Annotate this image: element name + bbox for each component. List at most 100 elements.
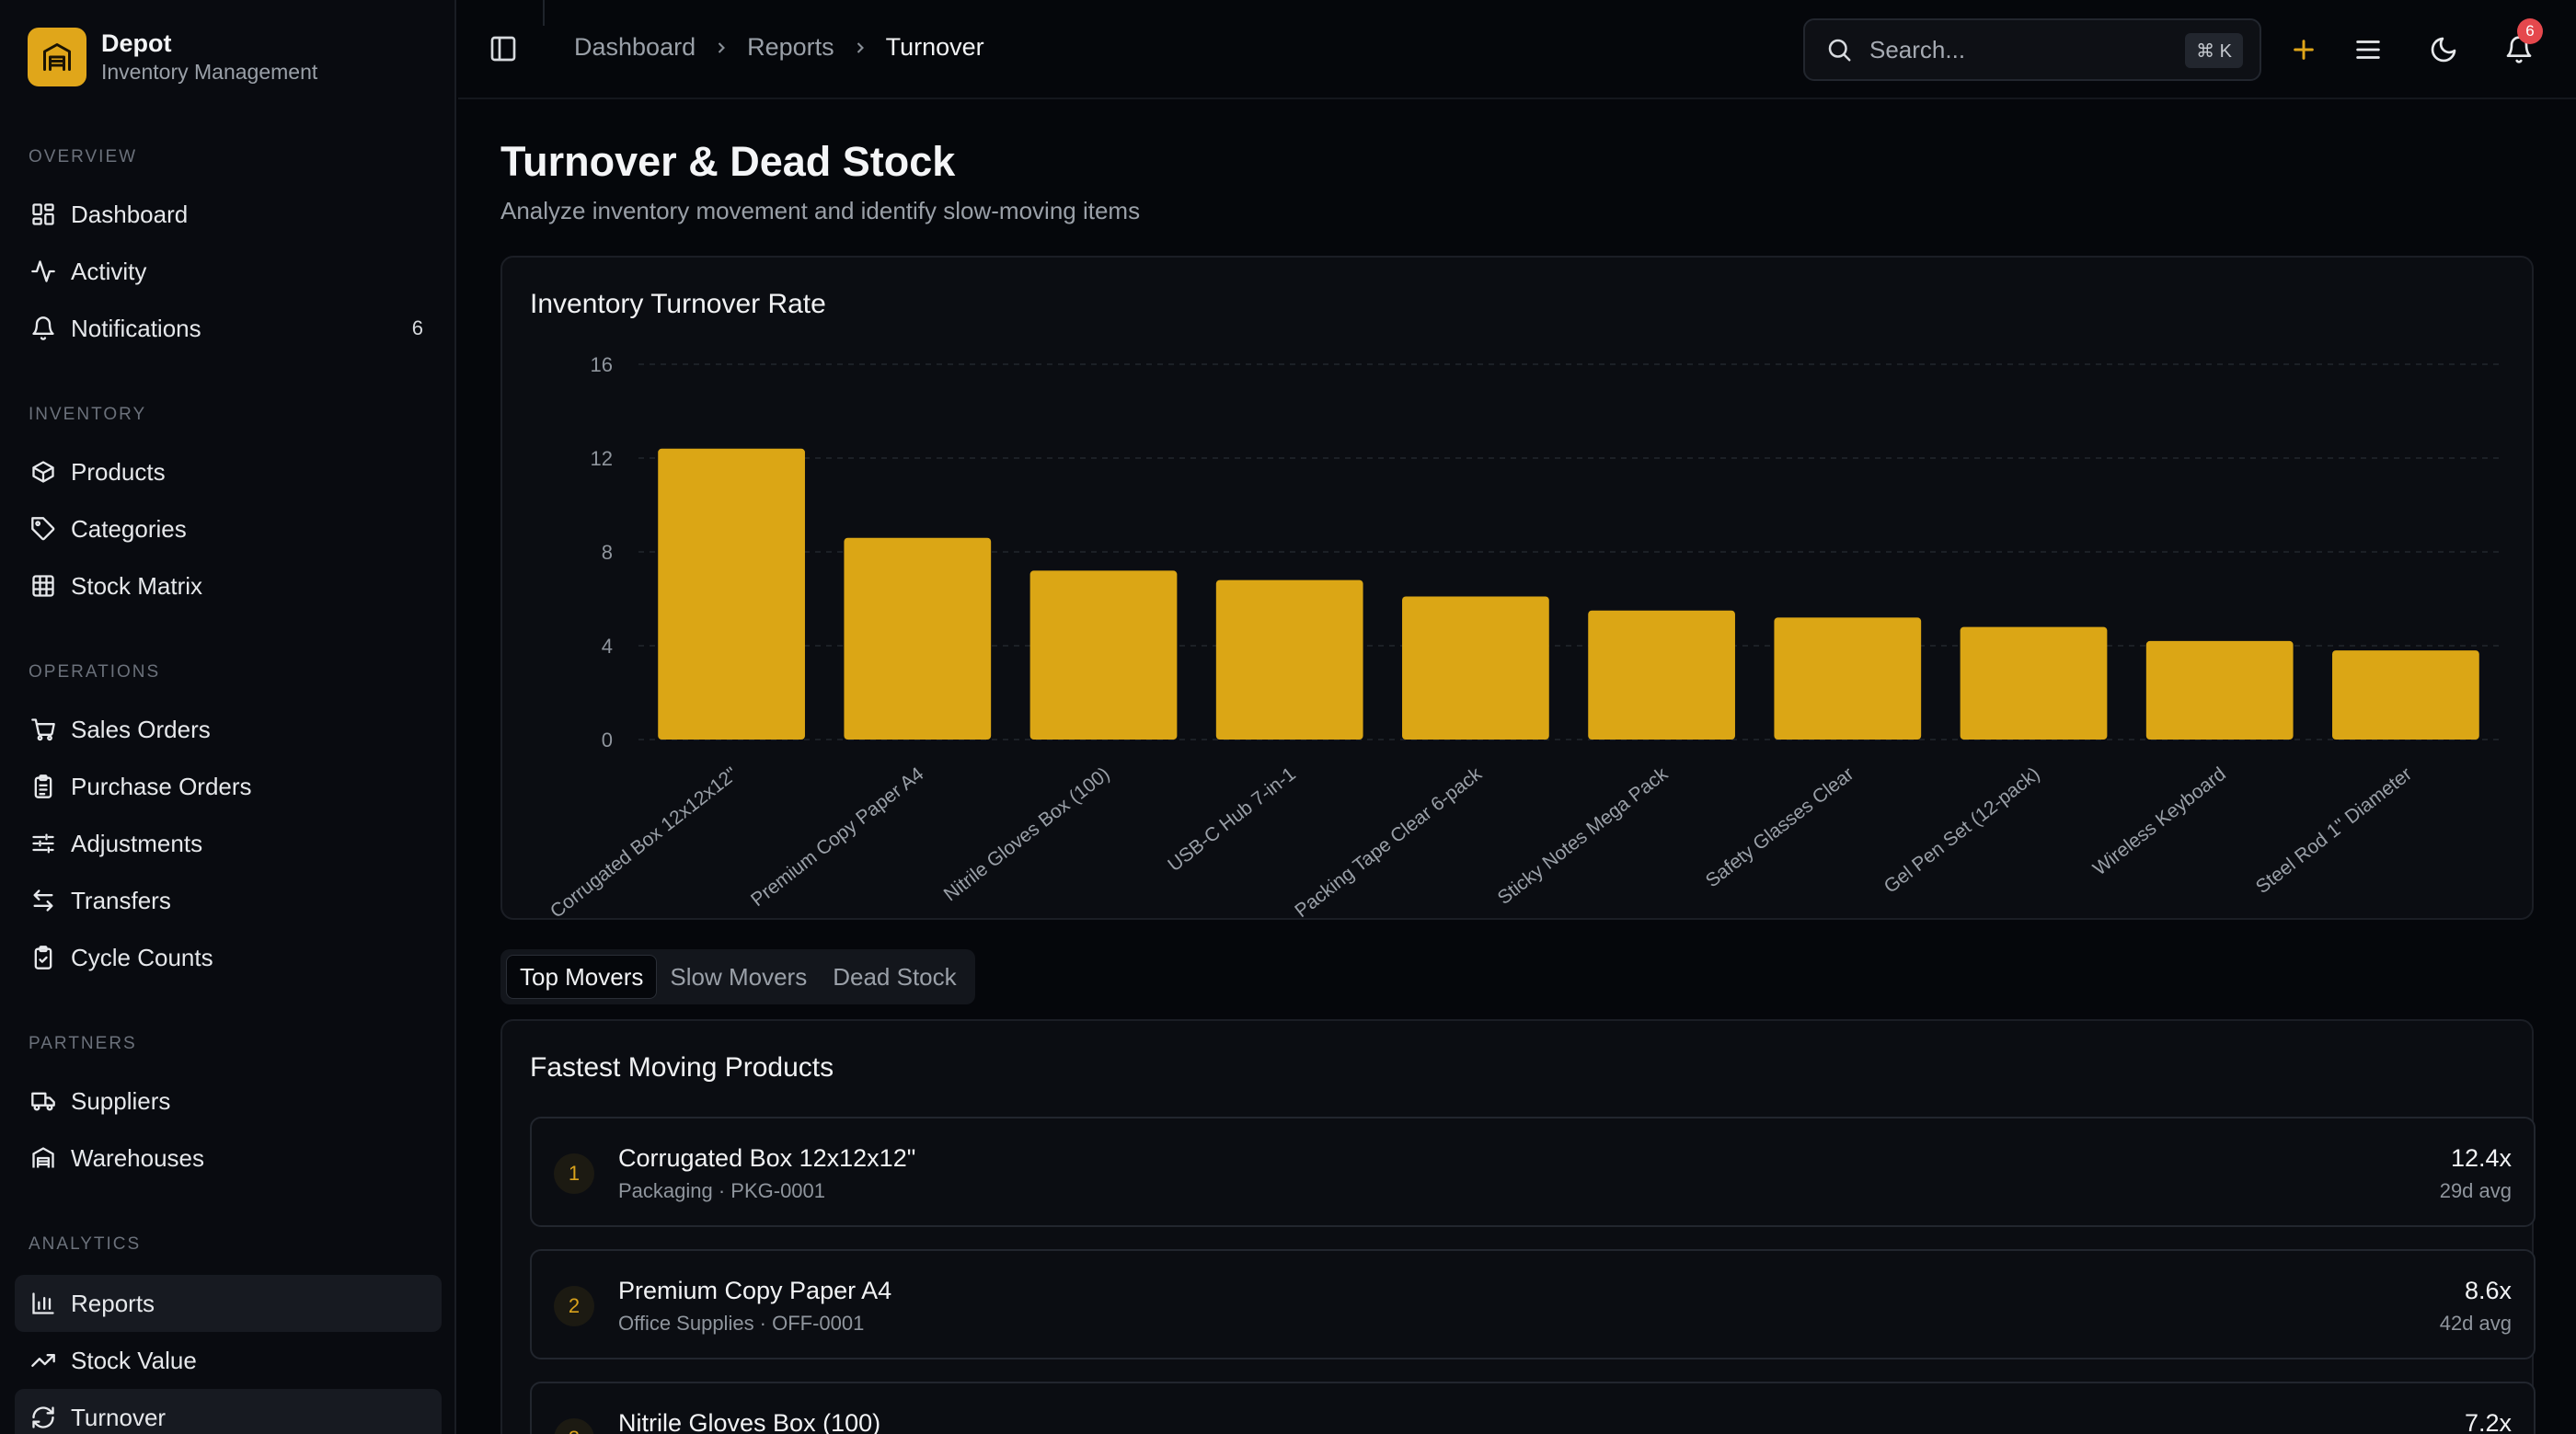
sidebar-item-label: Categories <box>71 514 187 543</box>
product-meta: Packaging · PKG-0001 <box>618 1179 826 1202</box>
plus-icon <box>2294 40 2314 60</box>
sidebar-item-label: Adjustments <box>71 829 203 857</box>
sidebar-item-label: Notifications <box>71 314 201 342</box>
sidebar-item-cycle-counts[interactable]: Cycle Counts <box>15 929 442 986</box>
dashboard-icon <box>29 200 58 229</box>
sidebar-item-stock-matrix[interactable]: Stock Matrix <box>15 557 442 614</box>
cart-icon <box>29 715 58 744</box>
bell-icon <box>2506 36 2532 63</box>
y-tick-label: 12 <box>591 447 613 470</box>
sidebar-item-label: Cycle Counts <box>71 943 213 971</box>
brand-subtitle: Inventory Management <box>101 60 318 84</box>
transfer-icon <box>29 886 58 915</box>
activity-icon <box>29 257 58 286</box>
section-label-inventory: INVENTORY <box>29 405 147 424</box>
clipboard-check-icon <box>29 943 58 972</box>
bar[interactable] <box>1960 626 2108 740</box>
menu-button[interactable] <box>2350 31 2386 68</box>
grid-icon <box>29 571 58 601</box>
sidebar-item-dashboard[interactable]: Dashboard <box>15 186 442 243</box>
breadcrumb-dashboard[interactable]: Dashboard <box>574 33 696 61</box>
x-tick-label: Safety Glasses Clear <box>1702 763 1858 892</box>
tag-icon <box>29 514 58 544</box>
add-button[interactable] <box>2285 31 2322 68</box>
sidebar-item-warehouses[interactable]: Warehouses <box>15 1130 442 1187</box>
list-item[interactable]: 2 Premium Copy Paper A4 Office Supplies … <box>530 1249 2536 1359</box>
page-title: Turnover & Dead Stock <box>500 138 956 185</box>
sidebar-item-label: Suppliers <box>71 1086 171 1115</box>
sidebar-item-label: Purchase Orders <box>71 772 252 800</box>
sidebar-item-reports[interactable]: Reports <box>15 1275 442 1332</box>
x-tick-label: Packing Tape Clear 6-pack <box>1291 763 1486 922</box>
x-tick-label: USB-C Hub 7-in-1 <box>1164 763 1300 876</box>
tab-dead-stock[interactable]: Dead Stock <box>833 962 957 991</box>
sidebar-item-activity[interactable]: Activity <box>15 243 442 300</box>
tab-slow-movers[interactable]: Slow Movers <box>670 962 808 991</box>
sidebar-item-adjustments[interactable]: Adjustments <box>15 815 442 872</box>
chevron-right-icon <box>851 39 869 57</box>
list-title: Fastest Moving Products <box>530 1052 834 1083</box>
bar[interactable] <box>1215 579 1363 740</box>
notification-badge: 6 <box>2517 18 2543 44</box>
breadcrumb-reports[interactable]: Reports <box>747 33 834 61</box>
notifications-button[interactable]: 6 <box>2501 18 2543 68</box>
section-label-overview: OVERVIEW <box>29 147 138 166</box>
search-input[interactable] <box>1869 35 2145 64</box>
trending-up-icon <box>29 1346 58 1375</box>
sliders-icon <box>29 829 58 858</box>
sidebar-item-purchase-orders[interactable]: Purchase Orders <box>15 758 442 815</box>
topbar-divider <box>543 0 545 26</box>
sidebar-item-stock-value[interactable]: Stock Value <box>15 1332 442 1389</box>
y-tick-label: 0 <box>602 728 613 751</box>
y-tick-label: 8 <box>602 541 613 564</box>
bar[interactable] <box>2145 640 2294 740</box>
sidebar-toggle-button[interactable] <box>486 31 521 66</box>
x-tick-label: Premium Copy Paper A4 <box>747 763 928 912</box>
menu-icon <box>2356 40 2380 59</box>
sidebar-item-label: Stock Matrix <box>71 571 203 600</box>
sidebar-item-transfers[interactable]: Transfers <box>15 872 442 929</box>
average-days: 29d avg <box>2439 1179 2512 1202</box>
rank-badge: 3 <box>554 1418 594 1434</box>
bar[interactable] <box>1774 617 1922 740</box>
sidebar-item-sales-orders[interactable]: Sales Orders <box>15 701 442 758</box>
bar[interactable] <box>658 448 805 740</box>
fastest-moving-card: Fastest Moving Products 1 Corrugated Box… <box>500 1019 2536 1434</box>
bell-icon <box>29 314 58 343</box>
sidebar-item-products[interactable]: Products <box>15 443 442 500</box>
moon-icon <box>2431 37 2456 63</box>
list-item[interactable]: 1 Corrugated Box 12x12x12" Packaging · P… <box>530 1117 2536 1227</box>
theme-toggle-button[interactable] <box>2425 31 2462 68</box>
warehouse-icon <box>29 1143 58 1173</box>
sidebar-item-label: Reports <box>71 1289 155 1317</box>
list-item[interactable]: 3 Nitrile Gloves Box (100) 7.2x <box>530 1382 2536 1434</box>
tab-top-movers[interactable]: Top Movers <box>506 955 658 999</box>
warehouse-logo-icon <box>28 28 86 86</box>
sidebar-item-suppliers[interactable]: Suppliers <box>15 1073 442 1130</box>
search-box[interactable]: ⌘ K <box>1803 18 2261 81</box>
x-tick-label: Wireless Keyboard <box>2089 763 2230 880</box>
breadcrumb: Dashboard Reports Turnover <box>574 33 984 62</box>
bar[interactable] <box>2332 650 2479 740</box>
sidebar-item-turnover[interactable]: Turnover <box>15 1389 442 1434</box>
search-icon <box>1823 34 1855 65</box>
topbar: Dashboard Reports Turnover ⌘ K 6 <box>458 0 2576 99</box>
x-tick-label: Corrugated Box 12x12x12" <box>546 763 742 922</box>
turnover-rate: 7.2x <box>2464 1409 2512 1434</box>
bar[interactable] <box>1402 596 1549 740</box>
chevron-right-icon <box>712 39 730 57</box>
average-days: 42d avg <box>2439 1312 2512 1335</box>
sidebar-item-label: Sales Orders <box>71 715 211 743</box>
bar[interactable] <box>1588 610 1735 740</box>
product-meta: Office Supplies · OFF-0001 <box>618 1312 865 1335</box>
sidebar-item-label: Dashboard <box>71 200 189 228</box>
panel-left-icon <box>490 36 516 62</box>
sidebar-item-categories[interactable]: Categories <box>15 500 442 557</box>
brand[interactable]: Depot Inventory Management <box>28 28 317 86</box>
rank-badge: 1 <box>554 1153 594 1194</box>
bar[interactable] <box>1029 570 1178 740</box>
sidebar-item-label: Transfers <box>71 886 171 914</box>
y-tick-label: 16 <box>591 353 613 376</box>
bar[interactable] <box>844 537 992 740</box>
sidebar-item-notifications[interactable]: Notifications 6 <box>15 300 442 357</box>
